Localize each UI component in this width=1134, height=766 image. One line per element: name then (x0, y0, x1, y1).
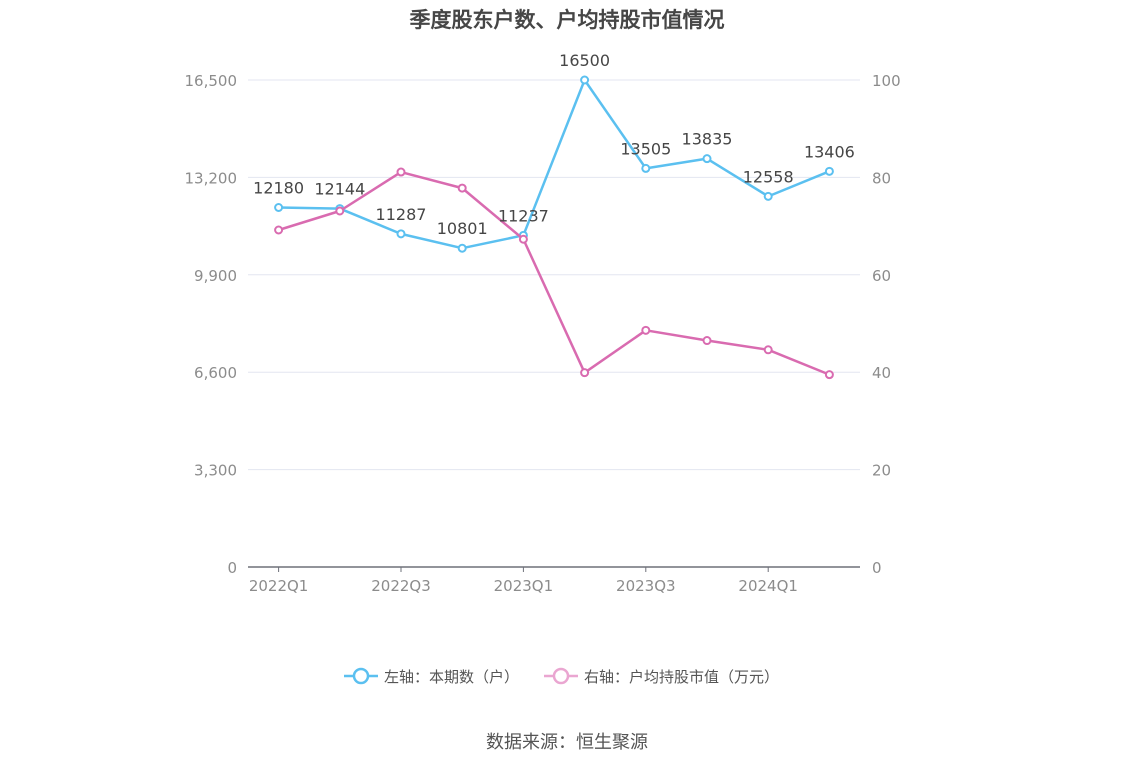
series-line-1 (278, 78, 830, 250)
x-axis-tick-label: 2024Q1 (738, 577, 798, 595)
series-1-point (457, 243, 467, 253)
data-label: 16500 (559, 51, 610, 70)
legend-marker-circle-2 (552, 667, 570, 685)
series-2-point (335, 206, 345, 216)
data-label: 12144 (314, 180, 365, 199)
legend-label-2: 右轴：户均持股市值（万元） (584, 668, 779, 686)
series-2-point (457, 183, 467, 193)
right-axis-tick-label: 60 (872, 267, 891, 285)
series-2-point (518, 234, 528, 244)
right-axis-tick-label: 100 (872, 72, 901, 90)
left-axis: 0 3,300 6,600 9,900 13,200 16,500 (185, 72, 238, 577)
right-axis-tick-label: 80 (872, 169, 891, 187)
data-label: 12558 (743, 167, 794, 186)
series-2-point (702, 336, 712, 346)
x-axis-tick-label: 2023Q1 (494, 577, 554, 595)
x-axis: 2022Q1 2022Q3 2023Q1 2023Q3 2024Q1 (248, 566, 860, 595)
series-2-point (580, 368, 590, 378)
series-lines (274, 75, 834, 380)
right-axis-tick-label: 0 (872, 559, 882, 577)
legend[interactable]: 左轴：本期数（户） 右轴：户均持股市值（万元） (344, 667, 779, 686)
right-axis-tick-label: 40 (872, 364, 891, 382)
data-label: 10801 (437, 219, 488, 238)
x-axis-tick-label: 2023Q3 (616, 577, 676, 595)
left-axis-tick-label: 3,300 (194, 462, 237, 480)
left-axis-tick-label: 0 (227, 559, 237, 577)
data-label: 13835 (682, 130, 733, 149)
data-labels: 12180 12144 11287 10801 11237 16500 13505 13835… (253, 51, 855, 238)
right-axis-tick-label: 20 (872, 462, 891, 480)
series-1-point (274, 203, 284, 213)
x-axis-tick-label: 2022Q3 (371, 577, 431, 595)
left-axis-tick-label: 13,200 (185, 169, 238, 187)
x-axis-tick-label: 2022Q1 (249, 577, 309, 595)
data-label: 12180 (253, 179, 304, 198)
legend-label-1: 左轴：本期数（户） (384, 668, 519, 686)
series-1-point (396, 229, 406, 239)
grid-lines (248, 79, 860, 471)
series-1-point (824, 166, 834, 176)
data-label: 13505 (620, 139, 671, 158)
series-2-point (641, 325, 651, 335)
chart-title: 季度股东户数、户均持股市值情况 (409, 8, 725, 32)
series-2-point (824, 370, 834, 380)
series-line-2 (278, 170, 830, 376)
right-axis: 0 20 40 60 80 100 (872, 72, 901, 577)
legend-marker-circle-1 (352, 667, 370, 685)
series-2-point (396, 167, 406, 177)
series-1-point (763, 191, 773, 201)
left-axis-tick-label: 6,600 (194, 364, 237, 382)
source-note: 数据来源：恒生聚源 (486, 732, 648, 753)
data-label: 11237 (498, 206, 549, 225)
series-2-point (763, 345, 773, 355)
data-label: 13406 (804, 142, 855, 161)
data-label: 11287 (376, 205, 427, 224)
series-1-point (641, 163, 651, 173)
series-1-point (580, 75, 590, 85)
left-axis-tick-label: 9,900 (194, 267, 237, 285)
series-1-point (702, 154, 712, 164)
series-2-point (274, 225, 284, 235)
left-axis-tick-label: 16,500 (185, 72, 238, 90)
